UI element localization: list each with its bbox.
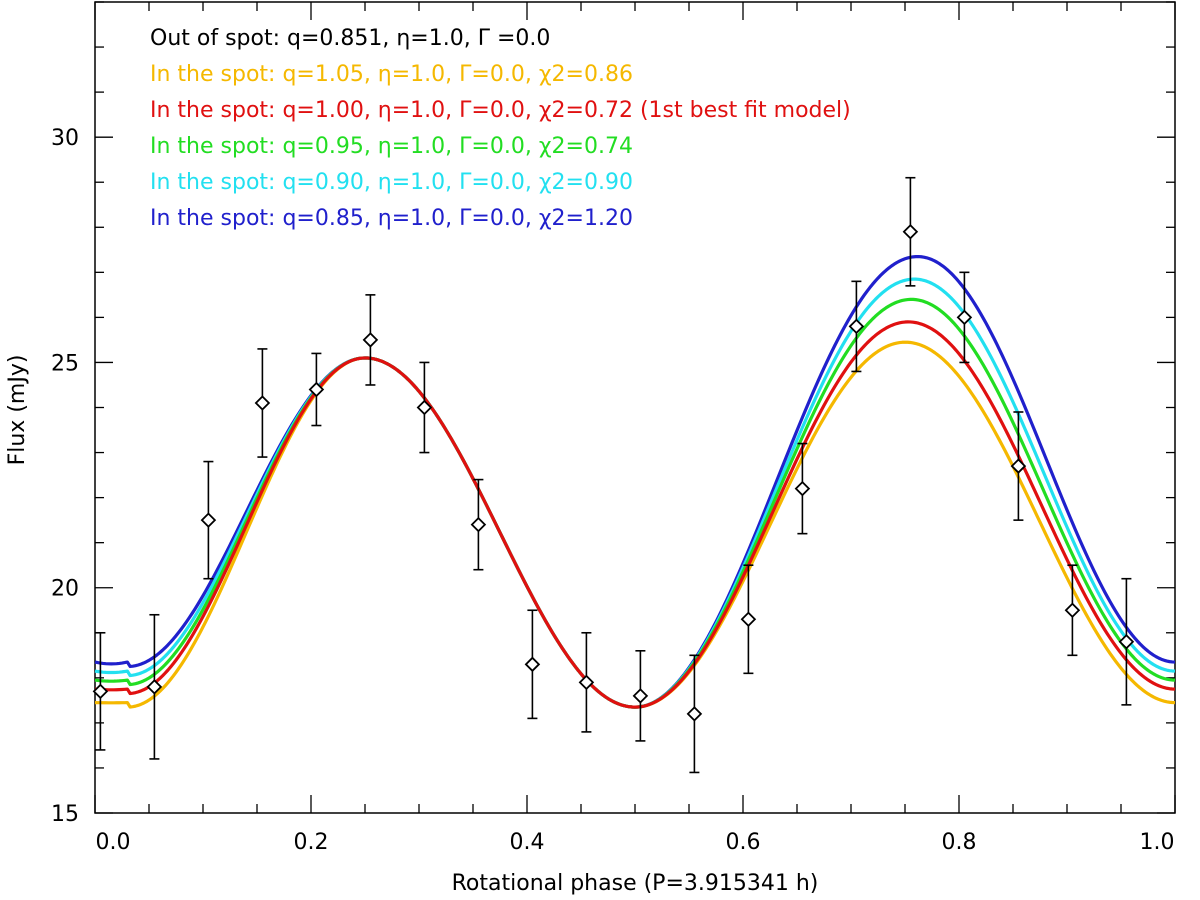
y-tick-label: 15 (51, 802, 79, 827)
x-tick-label: 1.0 (1140, 830, 1175, 855)
data-point (632, 688, 649, 704)
legend-entry: Out of spot: q=0.851, η=1.0, Γ =0.0 (150, 26, 550, 51)
legend-entry: In the spot: q=0.90, η=1.0, Γ=0.0, χ2=0.… (150, 170, 633, 195)
data-point (1010, 458, 1027, 474)
data-point (92, 683, 109, 700)
y-tick-label: 25 (51, 351, 79, 376)
legend-entry: In the spot: q=1.00, η=1.0, Γ=0.0, χ2=0.… (150, 98, 851, 123)
data-point (146, 679, 163, 695)
data-point (740, 611, 757, 628)
data-point (1064, 602, 1081, 619)
data-point (524, 656, 541, 673)
axis-ticks: 0.0 0.2 0.4 0.6 0.8 1.0 15 20 25 30 (51, 1, 1176, 855)
data-point (902, 224, 919, 240)
data-point (956, 309, 973, 326)
data-point (416, 399, 433, 416)
model-curve-q085 (94, 254, 1176, 709)
observations (92, 176, 1135, 774)
legend-entry: In the spot: q=1.05, η=1.0, Γ=0.0, χ2=0.… (150, 62, 633, 87)
legend-entry: In the spot: q=0.95, η=1.0, Γ=0.0, χ2=0.… (150, 134, 633, 159)
model-curves (94, 254, 1176, 709)
plot-frame (94, 1, 1176, 814)
model-curve-q090 (94, 277, 1176, 709)
x-tick-label: 0.4 (510, 830, 545, 855)
y-axis-title: Flux (mJy) (5, 355, 30, 466)
data-point (794, 480, 811, 497)
data-point (470, 516, 487, 533)
y-tick-label: 20 (51, 577, 79, 602)
x-tick-label: 0.2 (294, 830, 329, 855)
data-point (362, 332, 379, 348)
data-point (254, 395, 271, 411)
data-point (1118, 634, 1135, 650)
x-tick-label: 0.6 (726, 830, 761, 855)
legend-entry: In the spot: q=0.85, η=1.0, Γ=0.0, χ2=1.… (150, 206, 633, 231)
data-point (200, 512, 217, 528)
y-tick-label: 30 (51, 126, 79, 151)
x-tick-label: 0.8 (942, 830, 977, 855)
x-tick-label: 0.0 (96, 830, 131, 855)
model-curve-q105 (94, 340, 1176, 709)
x-axis-title: Rotational phase (P=3.915341 h) (452, 871, 819, 896)
data-point (308, 381, 325, 398)
plot-border (94, 1, 1176, 814)
data-point (578, 674, 595, 691)
legend: Out of spot: q=0.851, η=1.0, Γ =0.0 In th… (150, 26, 851, 231)
model-curve-q100 (94, 320, 1176, 709)
data-point (848, 318, 865, 335)
data-point (686, 706, 703, 722)
